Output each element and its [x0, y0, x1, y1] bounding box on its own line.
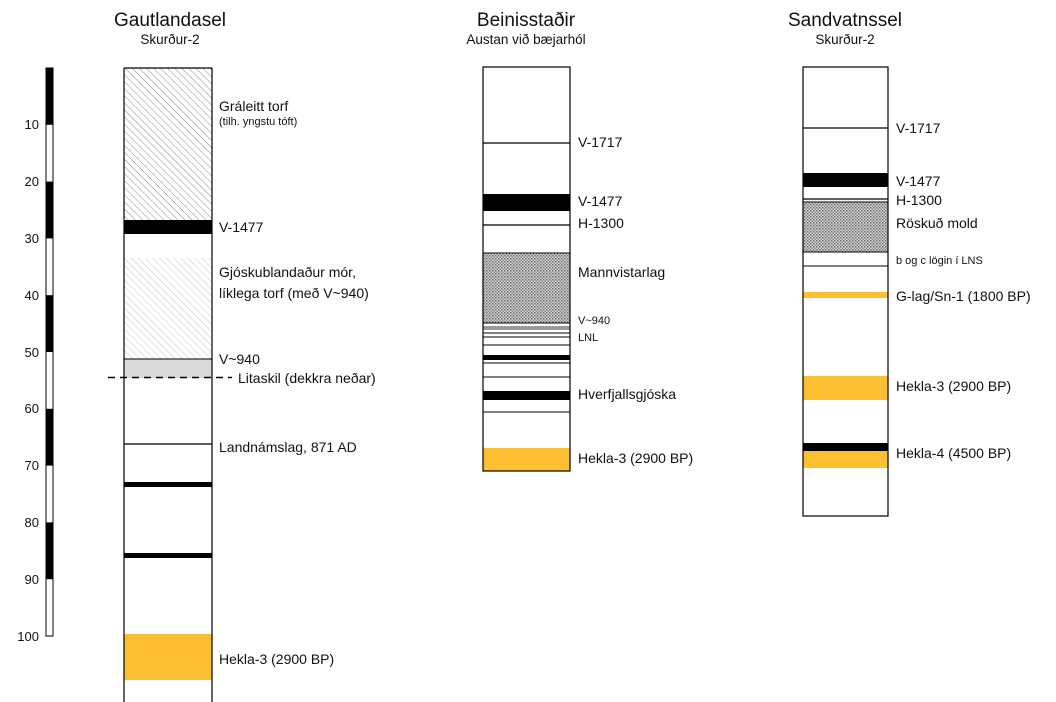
depth-scale-segment — [46, 68, 53, 125]
layer-label: V-1717 — [578, 134, 623, 150]
layer-label: V-1477 — [219, 219, 264, 235]
depth-tick-label: 30 — [25, 231, 39, 246]
depth-tick-label: 20 — [25, 174, 39, 189]
layer-label: Gráleitt torf — [219, 98, 288, 114]
layer-label: Landnámslag, 871 AD — [219, 439, 357, 455]
layer-dotted-grey — [483, 253, 570, 323]
layer-label: Litaskil (dekkra neðar) — [238, 370, 376, 386]
layer-hatched-turf — [124, 68, 212, 220]
layer-label: V-1477 — [896, 173, 941, 189]
layer-tephra-black — [124, 553, 212, 558]
layer-dotted-light — [124, 359, 212, 378]
column-gautlandasel: Gautlandasel Skurður-2 Gráleitt torf (ti… — [108, 10, 376, 702]
layer-tephra-black — [483, 355, 570, 360]
layer-label: V~940 — [578, 315, 610, 327]
layer-g-tephra-yellow — [803, 292, 888, 298]
column-box — [803, 67, 888, 516]
column-subtitle: Skurður-2 — [140, 32, 199, 47]
layer-tephra-black — [483, 194, 570, 211]
layer-hekla-yellow — [483, 448, 570, 471]
depth-tick-label: 100 — [17, 629, 39, 644]
layer-tephra-black — [803, 443, 888, 451]
layer-label: G-lag/Sn-1 (1800 BP) — [896, 288, 1031, 304]
depth-tick-label: 50 — [25, 345, 39, 360]
depth-tick-label: 90 — [25, 572, 39, 587]
column-outline — [802, 66, 889, 517]
column-subtitle: Skurður-2 — [815, 32, 874, 47]
layer-hekla-yellow — [803, 376, 888, 400]
layer-label: H-1300 — [896, 192, 942, 208]
layer-label: V-1477 — [578, 193, 623, 209]
layer-label: b og c lögin í LNS — [896, 255, 983, 267]
layer-tephra-black — [124, 220, 212, 234]
layer-tephra-black — [803, 173, 888, 187]
layer-hatched-light — [124, 258, 212, 359]
layer-tephra-black — [483, 391, 570, 400]
column-beinisstadir: Beinisstaðir Austan við bæjarhól V-1717 … — [466, 10, 693, 472]
layer-label: V~940 — [219, 351, 260, 367]
layer-label: Hekla-3 (2900 BP) — [896, 378, 1011, 394]
layer-label: Hekla-3 (2900 BP) — [578, 450, 693, 466]
layer-label: Röskuð mold — [896, 215, 978, 231]
column-title: Sandvatnssel — [788, 10, 902, 31]
depth-scale-segment — [46, 408, 53, 466]
layer-label: (tilh. yngstu tóft) — [219, 116, 297, 128]
depth-tick-label: 10 — [25, 117, 39, 132]
layer-hekla-yellow — [803, 451, 888, 468]
column-sandvatnssel: Sandvatnssel Skurður-2 V-1717 V-1477 H-1… — [788, 10, 1031, 517]
layer-label: Hekla-3 (2900 BP) — [219, 651, 334, 667]
column-title: Gautlandasel — [114, 10, 226, 31]
layer-label: Hekla-4 (4500 BP) — [896, 445, 1011, 461]
layer-label: Mannvistarlag — [578, 264, 665, 280]
depth-tick-label: 70 — [25, 458, 39, 473]
depth-scale-segment — [46, 295, 53, 352]
column-outline — [482, 66, 571, 472]
layer-dotted-grey — [803, 202, 888, 252]
layer-tephra-black — [124, 482, 212, 487]
layer-label: Hverfjallsgjóska — [578, 386, 676, 402]
column-title: Beinisstaðir — [477, 10, 576, 31]
depth-scale-segment — [46, 522, 53, 580]
depth-tick-label: 40 — [25, 288, 39, 303]
depth-scale-segment — [46, 181, 53, 239]
layer-hekla-yellow — [124, 634, 212, 680]
layer-label: líklega torf (með V~940) — [219, 285, 369, 301]
layer-label: V-1717 — [896, 120, 941, 136]
layer-label: Gjóskublandaður mór, — [219, 264, 356, 280]
depth-scale: 10 20 30 40 50 60 70 80 90 100 — [17, 67, 54, 644]
depth-tick-label: 80 — [25, 515, 39, 530]
column-subtitle: Austan við bæjarhól — [466, 32, 585, 47]
layer-grey-band — [483, 326, 570, 330]
layer-label: LNL — [578, 332, 598, 344]
layer-label: H-1300 — [578, 215, 624, 231]
depth-tick-label: 60 — [25, 401, 39, 416]
